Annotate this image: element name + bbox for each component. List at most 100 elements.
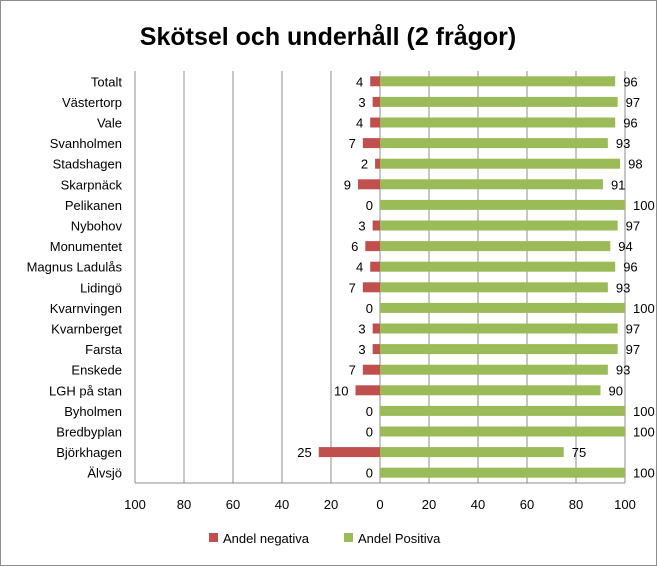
bar-positive — [380, 261, 616, 272]
x-tick-label: 60 — [520, 497, 534, 512]
bar-positive — [380, 426, 625, 437]
bar-negative — [372, 323, 380, 334]
bar-positive — [380, 344, 618, 355]
bar-negative — [375, 158, 380, 169]
bar-negative — [362, 282, 380, 293]
bar-negative — [372, 96, 380, 107]
gridlines — [134, 71, 626, 484]
category-label: Kvarnvingen — [50, 301, 122, 316]
category-label: Farsta — [85, 342, 123, 357]
data-label-positive: 96 — [623, 116, 637, 131]
data-label-positive: 91 — [611, 177, 625, 192]
category-label: Monumentet — [50, 239, 123, 254]
category-label: Byholmen — [64, 404, 122, 419]
data-label-positive: 75 — [572, 445, 586, 460]
bar-positive — [380, 199, 625, 210]
data-label-positive: 93 — [616, 363, 630, 378]
x-tick-label: 0 — [376, 497, 383, 512]
bar-positive — [380, 447, 564, 458]
data-label-positive: 100 — [633, 198, 655, 213]
data-label-negative: 0 — [366, 404, 373, 419]
category-label: Lidingö — [80, 280, 122, 295]
bar-positive — [380, 117, 616, 128]
bar-negative — [372, 220, 380, 231]
bar-positive — [380, 96, 618, 107]
bar-negative — [370, 261, 380, 272]
data-label-positive: 97 — [626, 342, 640, 357]
data-label-negative: 10 — [334, 383, 348, 398]
bar-negative — [357, 179, 380, 190]
category-label: Stadshagen — [53, 157, 122, 172]
category-label: Kvarnberget — [51, 322, 122, 337]
chart-title: Skötsel och underhåll (2 frågor) — [140, 23, 516, 51]
data-label-negative: 4 — [356, 260, 363, 275]
data-label-negative: 25 — [297, 445, 311, 460]
data-label-positive: 90 — [609, 383, 623, 398]
data-label-positive: 97 — [626, 219, 640, 234]
category-label: Svanholmen — [50, 136, 122, 151]
legend-label: Andel Positiva — [358, 531, 441, 546]
data-label-negative: 4 — [356, 116, 363, 131]
x-tick-label: 100 — [614, 497, 636, 512]
category-label: Nybohov — [71, 219, 123, 234]
x-tick-label: 20 — [324, 497, 338, 512]
x-tick-label: 80 — [569, 497, 583, 512]
bar-positive — [380, 302, 625, 313]
category-label: Magnus Ladulås — [27, 260, 123, 275]
data-label-negative: 7 — [349, 280, 356, 295]
category-label: Bredbyplan — [56, 425, 122, 440]
category-label: LGH på stan — [49, 383, 122, 398]
x-tick-label: 60 — [226, 497, 240, 512]
x-tick-label: 100 — [124, 497, 146, 512]
data-label-negative: 7 — [349, 363, 356, 378]
x-tick-label: 80 — [177, 497, 191, 512]
data-label-positive: 96 — [623, 74, 637, 89]
bars — [318, 76, 625, 478]
data-label-negative: 9 — [344, 177, 351, 192]
data-label-positive: 94 — [618, 239, 632, 254]
bar-positive — [380, 220, 618, 231]
data-label-negative: 0 — [366, 466, 373, 481]
category-label: Skarpnäck — [61, 177, 123, 192]
bar-positive — [380, 364, 608, 375]
category-label: Älvsjö — [87, 466, 122, 481]
bar-negative — [370, 117, 380, 128]
x-tick-label: 40 — [275, 497, 289, 512]
x-tick-label: 20 — [422, 497, 436, 512]
category-labels: Totalt Västertorp Vale Svanholmen Stadshagen… — [27, 74, 123, 480]
bar-negative — [362, 364, 380, 375]
data-label-positive: 96 — [623, 260, 637, 275]
category-label: Totalt — [91, 74, 122, 89]
bar-negative — [318, 447, 380, 458]
data-label-positive: 93 — [616, 136, 630, 151]
x-tick-labels: 100 80 60 40 20 0 20 40 60 80 100 — [124, 497, 636, 512]
bar-negative — [370, 76, 380, 87]
x-tick-label: 40 — [471, 497, 485, 512]
data-label-negative: 7 — [349, 136, 356, 151]
data-label-negative: 4 — [356, 74, 363, 89]
data-label-negative: 3 — [358, 342, 365, 357]
data-label-negative: 3 — [358, 219, 365, 234]
data-label-negative: 0 — [366, 198, 373, 213]
bar-negative — [365, 241, 380, 252]
bar-positive — [380, 76, 616, 87]
bar-positive — [380, 323, 618, 334]
legend-label: Andel negativa — [223, 531, 310, 546]
category-label: Pelikanen — [65, 198, 122, 213]
data-label-positive: 97 — [626, 95, 640, 110]
data-label-positive: 100 — [633, 425, 655, 440]
data-label-negative: 2 — [361, 157, 368, 172]
bar-positive — [380, 467, 625, 478]
bar-positive — [380, 405, 625, 416]
bar-positive — [380, 385, 601, 396]
bar-positive — [380, 138, 608, 149]
data-label-positive: 100 — [633, 466, 655, 481]
data-label-positive: 98 — [628, 157, 642, 172]
data-label-negative: 0 — [366, 425, 373, 440]
category-label: Vale — [97, 116, 122, 131]
data-label-negative: 0 — [366, 301, 373, 316]
bar-negative — [362, 138, 380, 149]
